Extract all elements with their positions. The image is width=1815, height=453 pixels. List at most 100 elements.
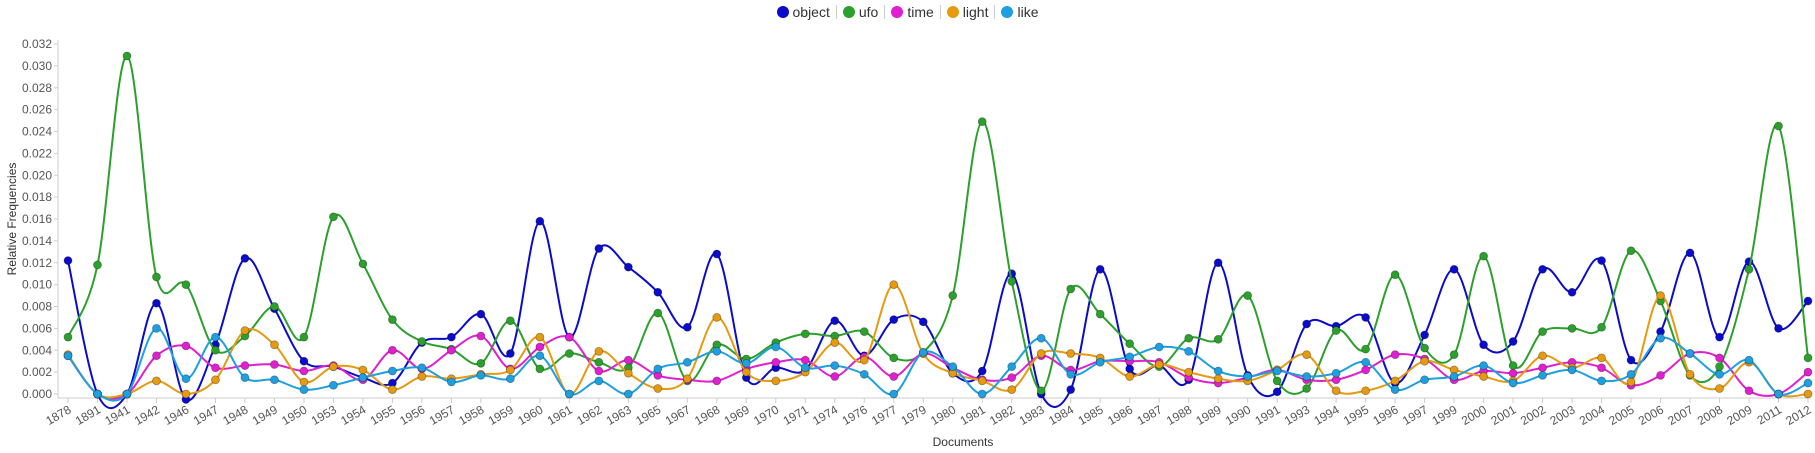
data-point-ufo[interactable] (800, 329, 810, 339)
data-point-light[interactable] (329, 362, 338, 372)
data-point-ufo[interactable] (1036, 386, 1046, 396)
data-point-like[interactable] (1744, 355, 1754, 365)
data-point-like[interactable] (122, 389, 132, 399)
data-point-ufo[interactable] (1361, 344, 1371, 354)
data-point-light[interactable] (388, 385, 397, 395)
data-point-time[interactable] (564, 332, 574, 342)
data-point-light[interactable] (1626, 377, 1636, 387)
data-point-like[interactable] (623, 389, 633, 399)
data-point-like[interactable] (859, 369, 869, 379)
data-point-ufo[interactable] (1302, 384, 1312, 393)
data-point-object[interactable] (446, 332, 456, 342)
data-point-light[interactable] (417, 372, 427, 381)
data-point-object[interactable] (535, 216, 545, 226)
data-point-light[interactable] (653, 384, 663, 393)
data-point-like[interactable] (1243, 372, 1253, 381)
data-point-object[interactable] (623, 262, 633, 272)
data-point-like[interactable] (358, 373, 368, 382)
data-point-ufo[interactable] (211, 345, 220, 355)
data-point-like[interactable] (1597, 376, 1606, 386)
data-point-object[interactable] (299, 356, 309, 366)
data-point-ufo[interactable] (594, 357, 604, 367)
data-point-time[interactable] (1007, 373, 1017, 382)
data-point-light[interactable] (1007, 385, 1017, 395)
data-point-time[interactable] (535, 342, 545, 352)
data-point-object[interactable] (476, 309, 486, 319)
legend-item-ufo[interactable]: ufo (842, 4, 878, 20)
data-point-object[interactable] (1626, 355, 1636, 365)
data-point-object[interactable] (653, 287, 663, 297)
data-point-ufo[interactable] (1744, 264, 1754, 274)
data-point-like[interactable] (1626, 369, 1636, 379)
data-point-time[interactable] (1361, 365, 1371, 375)
data-point-ufo[interactable] (152, 272, 161, 282)
data-point-like[interactable] (1007, 362, 1017, 372)
data-point-ufo[interactable] (1774, 121, 1783, 131)
data-point-object[interactable] (240, 253, 250, 263)
data-point-ufo[interactable] (1420, 343, 1430, 353)
data-point-like[interactable] (1479, 361, 1488, 370)
data-point-light[interactable] (1036, 349, 1046, 358)
data-point-time[interactable] (446, 345, 456, 355)
data-point-time[interactable] (1715, 353, 1724, 363)
data-point-like[interactable] (1538, 371, 1547, 380)
data-point-like[interactable] (741, 358, 751, 368)
data-point-ufo[interactable] (329, 212, 338, 222)
data-point-object[interactable] (1361, 313, 1371, 322)
data-point-time[interactable] (270, 360, 279, 369)
data-point-like[interactable] (830, 361, 840, 370)
data-point-light[interactable] (299, 377, 309, 387)
data-point-object[interactable] (1508, 337, 1518, 346)
data-point-like[interactable] (889, 389, 899, 399)
data-point-like[interactable] (1361, 357, 1371, 367)
data-point-ufo[interactable] (1803, 353, 1813, 363)
data-point-ufo[interactable] (1449, 350, 1459, 360)
data-point-object[interactable] (1567, 287, 1577, 297)
data-point-light[interactable] (1538, 351, 1547, 361)
data-point-light[interactable] (859, 355, 869, 365)
data-point-time[interactable] (594, 366, 604, 376)
data-point-ufo[interactable] (358, 259, 368, 269)
data-point-like[interactable] (1213, 366, 1223, 376)
data-point-time[interactable] (1744, 386, 1754, 396)
data-point-like[interactable] (329, 380, 338, 390)
data-point-like[interactable] (1154, 342, 1164, 352)
data-point-object[interactable] (889, 315, 899, 325)
data-point-ufo[interactable] (1597, 322, 1606, 332)
data-point-like[interactable] (1774, 389, 1783, 399)
data-point-like[interactable] (1567, 365, 1577, 375)
data-point-like[interactable] (1803, 378, 1813, 388)
data-point-light[interactable] (1361, 386, 1371, 396)
data-point-object[interactable] (712, 249, 722, 259)
data-point-object[interactable] (1095, 264, 1105, 274)
data-point-light[interactable] (594, 346, 604, 356)
data-point-like[interactable] (771, 342, 781, 352)
data-point-ufo[interactable] (1508, 361, 1518, 370)
data-point-object[interactable] (977, 366, 987, 376)
data-point-like[interactable] (1095, 357, 1105, 367)
data-point-light[interactable] (211, 375, 220, 385)
data-point-ufo[interactable] (1538, 327, 1547, 337)
data-point-like[interactable] (800, 363, 810, 373)
data-point-object[interactable] (594, 244, 604, 253)
data-point-like[interactable] (594, 376, 604, 386)
data-point-like[interactable] (1066, 369, 1076, 379)
data-point-light[interactable] (1685, 369, 1695, 379)
data-point-ufo[interactable] (1567, 323, 1577, 333)
data-point-object[interactable] (1449, 264, 1459, 274)
data-point-ufo[interactable] (1213, 334, 1223, 344)
data-point-time[interactable] (388, 345, 397, 355)
data-point-ufo[interactable] (1479, 251, 1488, 261)
data-point-like[interactable] (1449, 372, 1459, 381)
data-point-object[interactable] (1685, 248, 1695, 258)
data-point-time[interactable] (1390, 350, 1400, 360)
data-point-ufo[interactable] (1626, 246, 1636, 256)
data-point-object[interactable] (918, 317, 928, 327)
data-point-like[interactable] (1125, 352, 1135, 362)
data-point-like[interactable] (505, 374, 515, 384)
data-point-time[interactable] (800, 355, 810, 365)
data-point-like[interactable] (446, 377, 456, 387)
data-point-time[interactable] (152, 351, 161, 361)
data-point-like[interactable] (181, 374, 191, 384)
data-point-light[interactable] (1213, 374, 1223, 384)
